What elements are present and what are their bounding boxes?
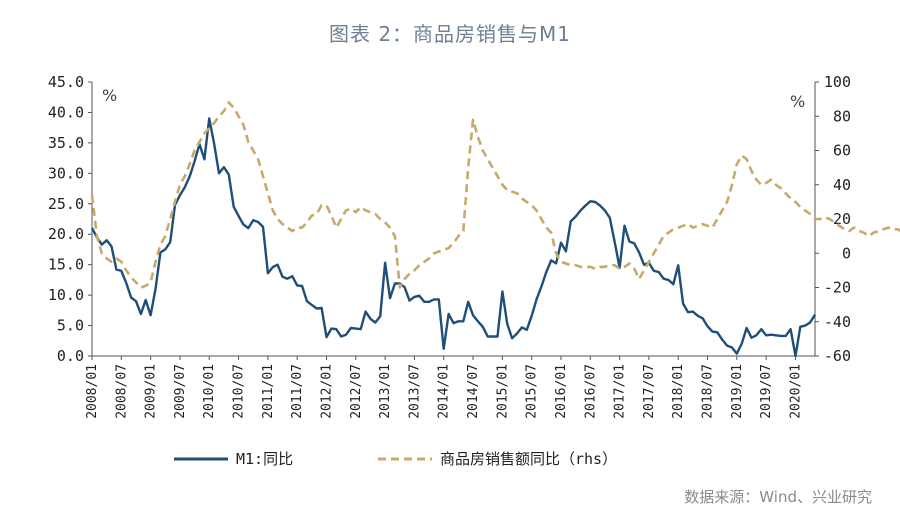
series-layer [90, 101, 900, 358]
x-tick-label: 2015/07 [525, 364, 540, 419]
x-tick-label: 2013/07 [407, 364, 422, 419]
x-tick-label: 2020/01 [788, 364, 803, 419]
source-note: 数据来源：Wind、兴业研究 [684, 488, 872, 506]
legend-label-sales: 商品房销售额同比（rhs） [440, 450, 617, 468]
x-tick-label: 2008/01 [85, 364, 100, 419]
left-tick-label: 45.0 [48, 73, 84, 91]
right-tick-label: 20 [833, 210, 851, 228]
x-axis-ticks: 2008/01 2008/07 2009/01 2009/07 2010/01 2010/… [85, 356, 803, 419]
right-axis-ticks: -60 -40 -20 0 20 40 60 80 100 [815, 73, 851, 365]
x-tick-label: 2013/01 [378, 364, 393, 419]
left-tick-label: 5.0 [57, 317, 84, 335]
x-tick-label: 2016/01 [554, 364, 569, 419]
x-tick-label: 2015/01 [495, 364, 510, 419]
left-tick-label: 35.0 [48, 134, 84, 152]
x-tick-label: 2010/01 [202, 364, 217, 419]
legend: M1:同比 商品房销售额同比（rhs） [174, 450, 617, 468]
left-tick-label: 0.0 [57, 347, 84, 365]
x-tick-label: 2012/01 [319, 364, 334, 419]
x-tick-label: 2012/07 [349, 364, 364, 419]
page-title: 图表 2：商品房销售与M1 [328, 22, 572, 46]
left-tick-label: 40.0 [48, 103, 84, 121]
series-line-sales [90, 101, 900, 289]
x-tick-label: 2011/01 [261, 364, 276, 419]
left-axis-unit: % [102, 86, 117, 105]
x-tick-label: 2016/07 [583, 364, 598, 419]
x-tick-label: 2019/01 [730, 364, 745, 419]
left-tick-label: 20.0 [48, 225, 84, 243]
right-tick-label: 40 [833, 176, 851, 194]
x-tick-label: 2009/07 [173, 364, 188, 419]
x-tick-label: 2014/01 [437, 364, 452, 419]
x-tick-label: 2011/07 [290, 364, 305, 419]
right-tick-label: 100 [824, 73, 851, 91]
right-tick-label: 60 [833, 142, 851, 160]
left-tick-label: 10.0 [48, 286, 84, 304]
right-tick-label: 0 [842, 244, 851, 262]
series-line-m1 [90, 117, 817, 358]
x-tick-label: 2008/07 [114, 364, 129, 419]
left-tick-label: 30.0 [48, 164, 84, 182]
right-tick-label: 80 [833, 107, 851, 125]
x-tick-label: 2014/07 [466, 364, 481, 419]
left-tick-label: 15.0 [48, 256, 84, 274]
x-tick-label: 2019/07 [759, 364, 774, 419]
x-tick-label: 2018/01 [671, 364, 686, 419]
right-tick-label: -40 [824, 313, 851, 331]
right-axis-unit: % [790, 92, 805, 111]
legend-label-m1: M1:同比 [236, 450, 293, 468]
right-tick-label: -60 [824, 347, 851, 365]
x-tick-label: 2017/07 [642, 364, 657, 419]
left-axis-ticks: 0.0 5.0 10.0 15.0 20.0 25.0 30.0 35.0 40.0 45.0 [48, 73, 92, 365]
x-tick-label: 2017/01 [613, 364, 628, 419]
x-tick-label: 2009/01 [144, 364, 159, 419]
left-tick-label: 25.0 [48, 195, 84, 213]
right-tick-label: -20 [824, 279, 851, 297]
x-tick-label: 2018/07 [701, 364, 716, 419]
x-tick-label: 2010/07 [232, 364, 247, 419]
axes [91, 82, 816, 357]
